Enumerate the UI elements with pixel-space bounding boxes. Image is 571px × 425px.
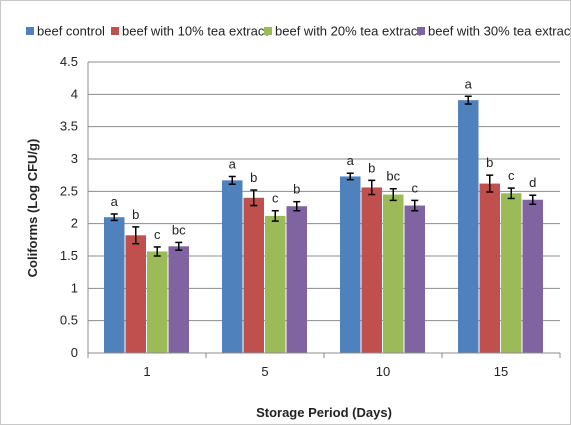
significance-label: c [508, 168, 515, 183]
bar [125, 235, 146, 353]
y-tick-label: 4.5 [60, 54, 78, 69]
x-axis-title: Storage Period (Days) [256, 405, 392, 420]
significance-label: c [154, 227, 161, 242]
significance-label: c [412, 180, 419, 195]
y-axis-title: Coliforms (Log CFU/g) [25, 139, 40, 278]
significance-label: d [529, 175, 536, 190]
legend-label: beef with 20% tea extract [275, 24, 421, 39]
x-tick-label: 5 [261, 364, 268, 379]
legend-swatch [417, 27, 425, 35]
bar [522, 199, 543, 353]
y-tick-label: 1 [71, 280, 78, 295]
y-tick-labels: 0 0.5 1 1.5 2 2.5 3 3.5 4 4.5 [60, 54, 78, 360]
bar [361, 187, 382, 353]
x-tick-label: 1 [143, 364, 150, 379]
bar [458, 100, 479, 353]
y-tick-label: 1.5 [60, 248, 78, 263]
significance-label: b [132, 207, 139, 222]
legend-swatch [264, 27, 272, 35]
y-tick-label: 2 [71, 216, 78, 231]
x-tick-label: 10 [376, 364, 390, 379]
significance-label: bc [172, 222, 186, 237]
significance-label: b [486, 155, 493, 170]
y-tick-label: 0.5 [60, 313, 78, 328]
legend-swatch [26, 27, 34, 35]
bar [501, 193, 522, 353]
y-tick-label: 3.5 [60, 119, 78, 134]
bar [265, 215, 286, 353]
significance-label: a [347, 153, 355, 168]
legend-label: beef control [37, 24, 105, 39]
significance-label: b [250, 170, 257, 185]
y-tick-label: 4 [71, 86, 78, 101]
bar [222, 180, 243, 353]
significance-label: b [293, 182, 300, 197]
x-tick-labels: 1 5 10 15 [143, 364, 508, 379]
significance-label: a [229, 156, 237, 171]
bar [286, 206, 307, 353]
y-tick-label: 2.5 [60, 183, 78, 198]
axes [87, 62, 560, 354]
significance-label: bc [386, 169, 400, 184]
bar [340, 176, 361, 353]
significance-label: a [111, 194, 119, 209]
significance-label: a [465, 76, 473, 91]
bar [168, 246, 189, 353]
significance-label: c [272, 191, 279, 206]
legend-label: beef with 10% tea extract [122, 24, 268, 39]
bar [147, 251, 168, 353]
y-tick-label: 3 [71, 151, 78, 166]
legend: beef control beef with 10% tea extract bee… [26, 24, 571, 39]
bar [404, 205, 425, 353]
bar [479, 183, 500, 353]
bar [243, 197, 264, 353]
bar [383, 194, 404, 353]
legend-swatch [111, 27, 119, 35]
significance-label: b [368, 160, 375, 175]
y-tick-label: 0 [71, 345, 78, 360]
bar [104, 217, 125, 353]
legend-label: beef with 30% tea extract [428, 24, 571, 39]
x-tick-label: 15 [494, 364, 508, 379]
